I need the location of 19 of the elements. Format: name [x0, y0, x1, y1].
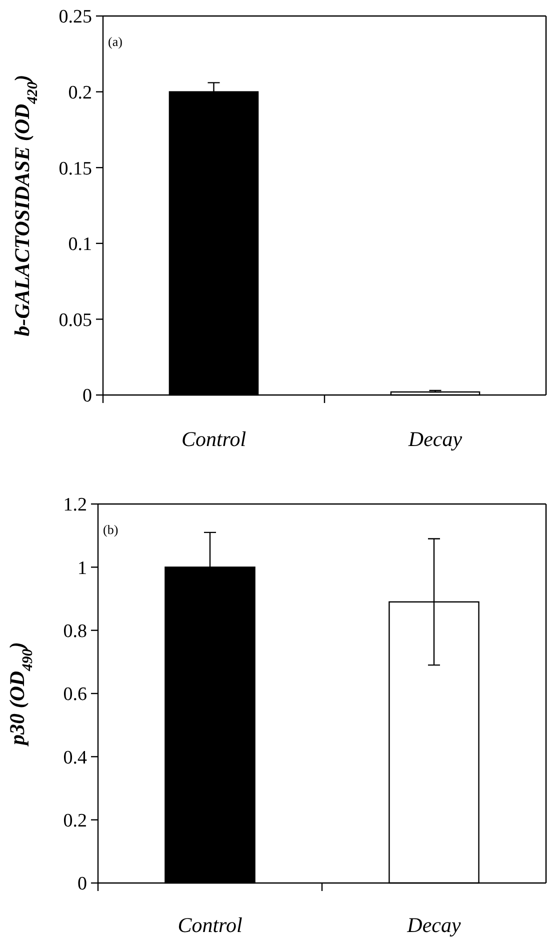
y-tick-label: 0 — [82, 386, 92, 407]
y-tick-label: 0.05 — [58, 310, 92, 331]
y-tick-label: 0.25 — [58, 6, 92, 28]
y-tick-label: 0.1 — [68, 234, 92, 256]
y-tick-label: 0 — [78, 874, 87, 895]
x-tick-label: Control — [178, 913, 242, 937]
y-tick-label: 1 — [78, 558, 87, 579]
y-tick-label: 0.2 — [68, 82, 92, 104]
y-tick-label: 0.8 — [63, 620, 87, 642]
x-tick-label: Decay — [407, 427, 463, 451]
y-tick-label: 0.4 — [63, 747, 88, 768]
x-tick-label: Decay — [406, 913, 462, 937]
annotation: (b) — [103, 522, 118, 537]
y-tick-label: 0.6 — [63, 684, 87, 706]
y-tick-label: 1.2 — [63, 494, 87, 516]
y-tick-label: 0.2 — [63, 810, 87, 832]
y-tick-label: 0.15 — [58, 158, 92, 180]
x-tick-label: Control — [181, 427, 246, 451]
annotation: (a) — [108, 34, 122, 49]
